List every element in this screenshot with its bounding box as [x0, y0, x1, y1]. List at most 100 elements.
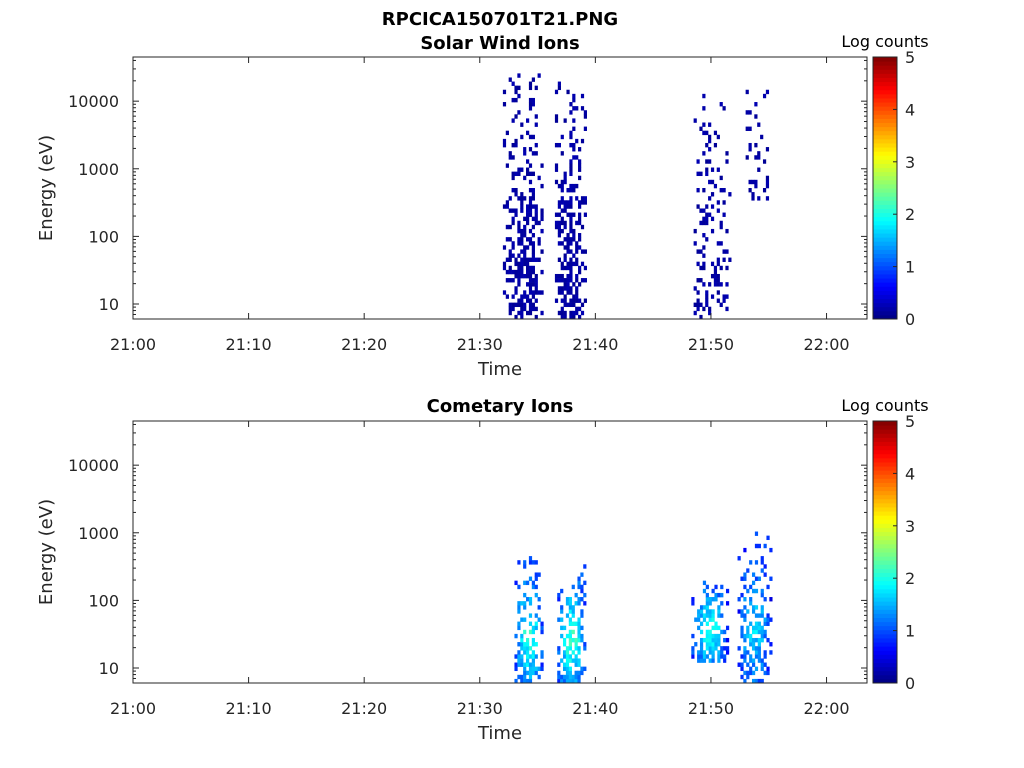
spectrogram-cell	[693, 228, 697, 234]
colorbar-segment	[873, 282, 897, 287]
spectrogram-cell	[523, 249, 527, 254]
spectrogram-cell	[711, 658, 715, 663]
spectrogram-cell	[577, 584, 581, 590]
spectrogram-cell	[563, 253, 567, 258]
spectrogram-cell	[769, 576, 773, 581]
y-axis: 10 100 1000 10000	[68, 423, 867, 684]
spectrogram-cell	[511, 188, 515, 193]
spectrogram-cell	[749, 670, 753, 676]
spectrogram-cell	[537, 220, 541, 226]
spectrogram-cell	[760, 592, 764, 598]
y-axis-label: Energy (eV)	[36, 135, 57, 241]
plot-frame	[132, 420, 868, 684]
spectrogram-cell	[572, 212, 576, 217]
spectrogram-cell	[511, 253, 515, 258]
spectrogram-cell	[502, 261, 507, 267]
spectrogram-cell	[514, 654, 518, 659]
spectrogram-cell	[565, 650, 570, 655]
colorbar-segment	[873, 461, 897, 467]
spectrogram-cell	[580, 249, 585, 254]
spectrogram-cell	[534, 278, 538, 283]
spectrogram-cell	[520, 662, 524, 667]
colorbar-tick-label: 5	[905, 412, 915, 431]
spectrogram-cell	[569, 224, 573, 230]
spectrogram-cell	[502, 142, 507, 148]
spectrogram-cell	[757, 642, 761, 647]
spectrogram-cell	[760, 662, 764, 667]
spectrogram-cell	[705, 294, 709, 299]
spectrogram-cell	[569, 310, 573, 316]
spectrogram-cell	[537, 597, 541, 602]
spectrogram-cell	[517, 674, 521, 680]
spectrogram-cell	[699, 126, 703, 131]
spectrogram-cell	[531, 637, 535, 643]
spectrogram-cell	[705, 298, 709, 303]
spectrogram-cell	[531, 629, 535, 635]
spectrogram-cell	[575, 155, 579, 160]
spectrogram-cell	[571, 650, 575, 655]
y-axis-label: Energy (eV)	[36, 499, 57, 605]
spectrogram-cell	[723, 654, 727, 659]
spectrogram-area	[502, 73, 770, 320]
spectrogram-cell	[511, 302, 515, 308]
spectrogram-cell	[565, 601, 570, 606]
spectrogram-cell	[697, 658, 701, 663]
spectrogram-cell	[537, 617, 541, 622]
spectrogram-cell	[520, 233, 524, 238]
spectrogram-cell	[517, 310, 521, 316]
spectrogram-cell	[508, 310, 512, 316]
spectrogram-cell	[699, 314, 703, 320]
spectrogram-cell	[566, 249, 570, 254]
spectrogram-cell	[566, 286, 570, 291]
spectrogram-cell	[574, 662, 578, 667]
spectrogram-cell	[540, 621, 544, 626]
spectrogram-cell	[746, 670, 750, 676]
spectrogram-cell	[528, 629, 533, 635]
spectrogram-cell	[691, 633, 695, 639]
y-tick-label: 10000	[68, 92, 119, 111]
spectrogram-cell	[754, 666, 759, 672]
spectrogram-cell	[769, 547, 773, 553]
spectrogram-cell	[572, 183, 576, 189]
spectrogram-cell	[578, 237, 582, 242]
spectrogram-cell	[560, 179, 564, 185]
spectrogram-cell	[743, 597, 747, 602]
x-axis: 21:00 21:10 21:20 21:30 21:40 21:50 22:00	[110, 57, 850, 354]
spectrogram-cell	[517, 265, 521, 271]
spectrogram-cell	[537, 605, 541, 610]
spectrogram-cell	[722, 257, 726, 262]
x-axis-label: Time	[477, 359, 522, 380]
spectrogram-cell	[520, 228, 524, 234]
spectrogram-cell	[528, 106, 533, 111]
spectrogram-cell	[511, 118, 515, 123]
spectrogram-cell	[520, 646, 524, 651]
spectrogram-cell	[751, 642, 756, 647]
spectrogram-cell	[578, 175, 582, 181]
spectrogram-cell	[563, 179, 567, 185]
spectrogram-cell	[568, 670, 572, 676]
spectrogram-cell	[526, 208, 530, 213]
colorbar-segment	[873, 163, 897, 169]
spectrogram-cell	[520, 654, 524, 659]
spectrogram-cell	[705, 613, 709, 618]
spectrogram-cell	[578, 212, 582, 217]
spectrogram-cell	[763, 564, 767, 569]
spectrogram-cell	[716, 278, 720, 283]
spectrogram-cell	[580, 196, 585, 201]
spectrogram-cell	[751, 192, 755, 197]
spectrogram-cell	[705, 637, 709, 643]
colorbar-frame	[872, 56, 898, 320]
spectrogram-cell	[569, 183, 573, 189]
spectrogram-cell	[511, 175, 515, 181]
spectrogram-cell	[765, 147, 770, 152]
spectrogram-cell	[757, 637, 761, 643]
spectrogram-cell	[723, 629, 727, 635]
spectrogram-cell	[705, 212, 709, 217]
spectrogram-cell	[708, 138, 712, 144]
spectrogram-cell	[714, 633, 718, 639]
colorbar-segment	[873, 93, 897, 99]
spectrogram-cell	[571, 613, 575, 618]
spectrogram-cell	[749, 637, 753, 643]
spectrogram-cell	[580, 588, 584, 594]
